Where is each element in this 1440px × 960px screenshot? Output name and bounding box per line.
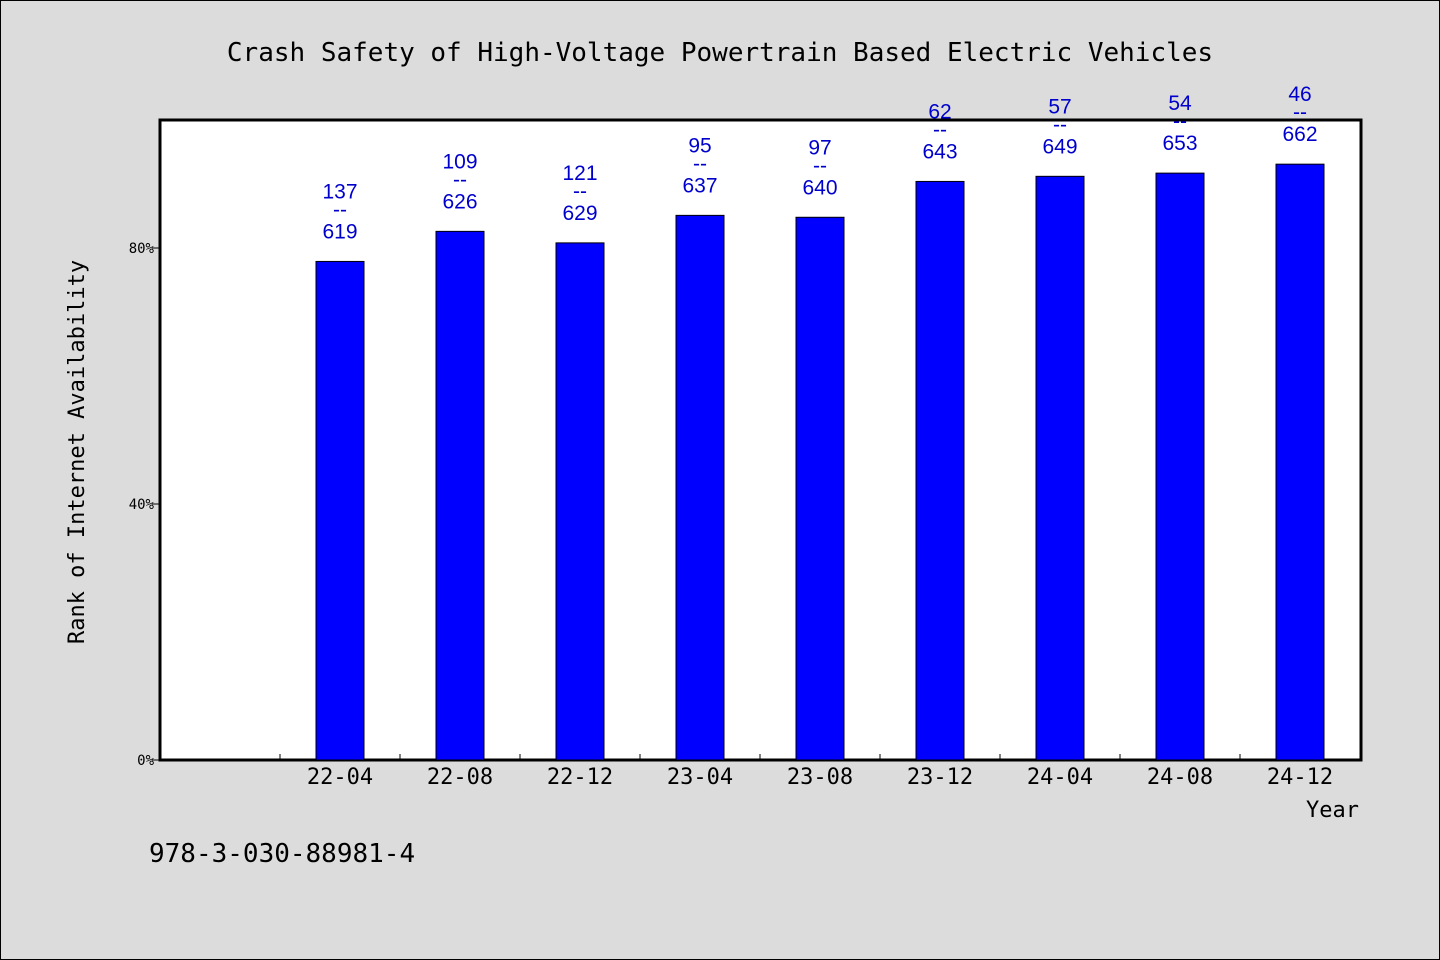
- data-label-top: 46: [1288, 83, 1311, 106]
- x-tick-label: 22-04: [307, 765, 373, 790]
- data-label-bottom: 626: [442, 190, 477, 213]
- bar: [1155, 172, 1205, 761]
- x-tick-label: 23-04: [667, 765, 733, 790]
- x-tick-label: 24-04: [1027, 765, 1093, 790]
- data-label-bottom: 637: [682, 174, 717, 197]
- data-label-separator: --: [453, 168, 467, 191]
- footer-identifier: 978-3-030-88981-4: [149, 839, 415, 869]
- data-label-separator: --: [1173, 110, 1187, 133]
- data-label-bottom: 649: [1042, 135, 1077, 158]
- data-label-bottom: 619: [322, 220, 357, 243]
- data-label-separator: --: [1293, 101, 1307, 124]
- data-label-top: 62: [928, 100, 951, 123]
- data-label-separator: --: [573, 180, 587, 203]
- data-label-bottom: 629: [562, 202, 597, 225]
- data-label-bottom: 643: [922, 140, 957, 163]
- bar: [555, 242, 605, 761]
- data-label-top: 121: [562, 162, 597, 185]
- bar: [1275, 163, 1325, 761]
- bar: [795, 216, 845, 761]
- data-label-bottom: 640: [802, 176, 837, 199]
- bar: [315, 260, 365, 761]
- bar: [1035, 175, 1085, 761]
- data-label-top: 109: [442, 150, 477, 173]
- data-label-bottom: 653: [1162, 132, 1197, 155]
- x-tick-label: 24-08: [1147, 765, 1213, 790]
- x-tick-label: 22-12: [547, 765, 613, 790]
- y-tick-label: 0%: [137, 753, 154, 769]
- y-tick-label: 40%: [129, 497, 155, 513]
- data-label-bottom: 662: [1282, 123, 1317, 146]
- data-labels-group: 137--619109--626121--62995--63797--64062…: [322, 83, 1317, 243]
- data-label-separator: --: [1053, 113, 1067, 136]
- bar: [675, 214, 725, 761]
- chart-title: Crash Safety of High-Voltage Powertrain …: [227, 38, 1213, 68]
- y-axis-ticks: 0% 40% 80%: [129, 241, 160, 769]
- data-label-top: 54: [1168, 92, 1192, 115]
- y-tick-label: 80%: [129, 241, 155, 257]
- data-label-top: 95: [688, 134, 711, 157]
- bar: [915, 180, 965, 761]
- x-axis-title: Year: [1306, 798, 1359, 823]
- x-tick-label: 22-08: [427, 765, 493, 790]
- x-tick-label: 23-12: [907, 765, 973, 790]
- data-label-top: 97: [808, 136, 831, 159]
- bars-group: [315, 163, 1325, 761]
- data-label-separator: --: [333, 198, 347, 221]
- data-label-separator: --: [813, 154, 827, 177]
- data-label-separator: --: [693, 152, 707, 175]
- y-axis-title: Rank of Internet Availability: [65, 260, 90, 644]
- x-axis-ticks: 22-04 22-08 22-12 23-04 23-08 23-12 24-04 24-08…: [279, 754, 1361, 790]
- data-label-separator: --: [933, 118, 947, 141]
- data-label-top: 137: [322, 180, 357, 203]
- data-label-top: 57: [1048, 95, 1071, 118]
- x-tick-label: 24-12: [1267, 765, 1333, 790]
- x-tick-label: 23-08: [787, 765, 853, 790]
- bar: [435, 230, 485, 761]
